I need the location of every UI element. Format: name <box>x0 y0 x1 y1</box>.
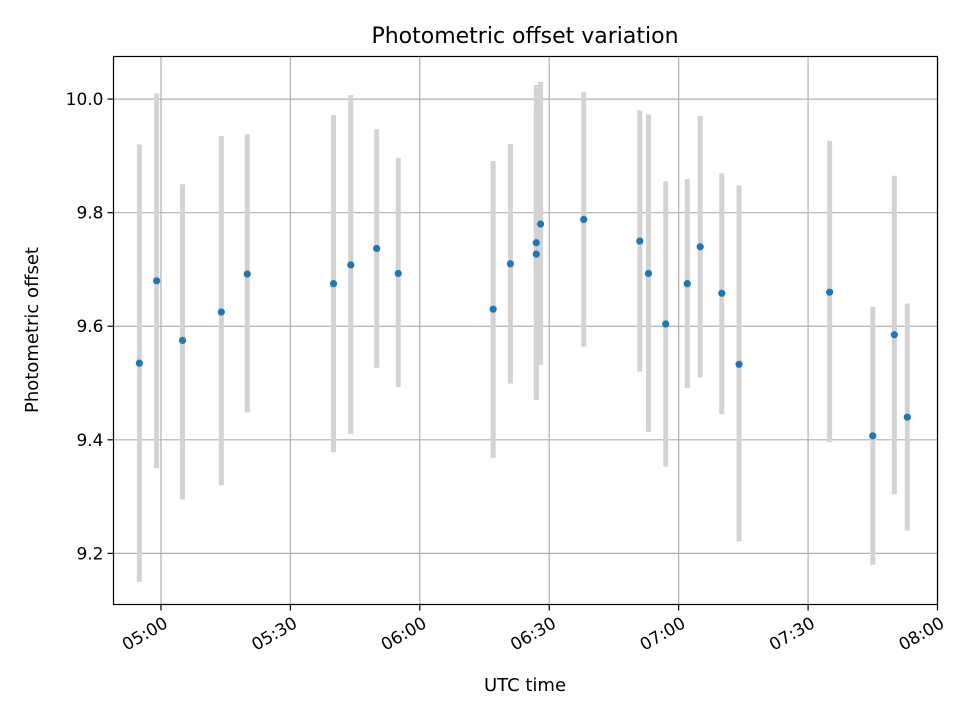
y-axis-label: Photometric offset <box>22 247 43 413</box>
data-point <box>347 261 355 269</box>
data-point <box>135 359 143 367</box>
data-point <box>696 243 704 251</box>
data-point <box>735 360 743 368</box>
x-tick-label: 08:00 <box>896 614 948 656</box>
data-point <box>536 220 545 228</box>
data-point <box>394 269 402 278</box>
y-tick-label: 9.8 <box>76 204 103 224</box>
y-tick-label: 9.6 <box>76 317 103 337</box>
data-point <box>217 308 225 316</box>
y-tick-label: 9.2 <box>76 544 103 564</box>
x-tick-label: 05:00 <box>119 614 171 656</box>
data-point <box>683 280 691 288</box>
data-point <box>580 215 588 224</box>
data-point <box>243 270 251 278</box>
data-point <box>506 260 515 268</box>
data-point <box>636 237 644 245</box>
chart-title: Photometric offset variation <box>371 24 678 49</box>
data-point <box>329 280 338 288</box>
x-tick-label: 06:30 <box>507 614 559 656</box>
data-points <box>135 215 911 440</box>
data-point <box>532 250 540 258</box>
x-tick-label: 07:30 <box>766 614 818 656</box>
data-point <box>178 336 187 345</box>
data-point <box>890 331 898 339</box>
x-axis-label: UTC time <box>484 675 566 696</box>
grid <box>113 56 939 605</box>
data-point <box>903 413 911 421</box>
data-point <box>489 305 497 313</box>
data-point <box>718 289 726 297</box>
y-tick-label: 10.0 <box>66 90 104 110</box>
x-tick-label: 06:00 <box>378 614 430 656</box>
data-point <box>153 277 161 285</box>
x-tick-label: 05:30 <box>248 614 300 656</box>
data-point <box>869 432 877 440</box>
axis-ticks: 05:00 05:30 06:00 06:30 07:00 07:30 08:00 9.2 9.… <box>66 90 948 655</box>
error-bars <box>136 82 910 582</box>
data-point <box>644 269 653 278</box>
data-point <box>373 244 381 253</box>
data-point <box>662 320 670 328</box>
data-point <box>532 239 540 247</box>
x-tick-label: 07:00 <box>637 614 689 656</box>
y-tick-label: 9.4 <box>76 431 103 451</box>
data-point <box>826 288 834 296</box>
plot-frame <box>112 55 939 606</box>
